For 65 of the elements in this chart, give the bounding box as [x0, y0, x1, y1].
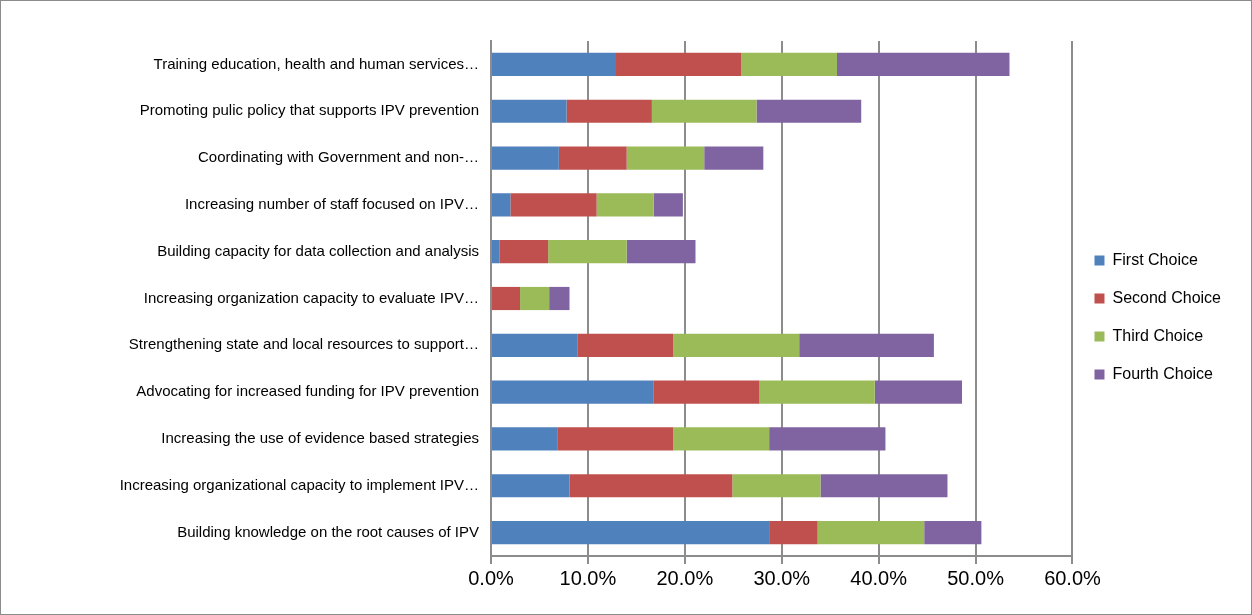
bar — [769, 521, 818, 545]
bar — [653, 380, 760, 404]
bar — [759, 380, 875, 404]
bar — [577, 333, 674, 357]
bar — [799, 333, 934, 357]
bar — [549, 286, 570, 311]
bar — [492, 333, 578, 357]
y-tick-label: Advocating for increased funding for IPV prevention — [136, 382, 479, 400]
y-tick-label: Increasing the use of evidence based strategies — [161, 429, 479, 447]
bar — [492, 474, 570, 498]
bar — [548, 240, 627, 264]
bar — [596, 193, 654, 217]
bar — [756, 99, 862, 123]
bar — [732, 474, 821, 498]
bar — [836, 52, 1010, 76]
bar — [499, 240, 549, 264]
x-tick-label: 20.0% — [656, 566, 714, 589]
bar — [492, 52, 617, 76]
legend-label: Fourth Choice — [1112, 364, 1214, 382]
legend-label: Second Choice — [1112, 288, 1222, 306]
y-tick-label: Training education, health and human services… — [153, 54, 479, 72]
bar — [510, 193, 597, 217]
bar — [741, 52, 837, 76]
legend-label: Third Choice — [1112, 326, 1204, 344]
bar — [492, 286, 521, 311]
bar — [651, 99, 757, 123]
y-tick-label: Building capacity for data collection and analysis — [157, 241, 479, 259]
bar — [558, 146, 627, 170]
bar — [626, 240, 696, 264]
y-tick-label: Increasing organizational capacity to implement IPV… — [119, 475, 479, 493]
bar — [492, 146, 559, 170]
y-tick-label: Promoting pulic policy that supports IPV prevention — [139, 101, 479, 119]
bar — [520, 286, 550, 311]
bar — [673, 333, 800, 357]
bar — [673, 427, 770, 451]
y-tick-label: Coordinating with Government and non-… — [198, 148, 479, 166]
bar — [557, 427, 674, 451]
bar — [616, 52, 742, 76]
bar — [492, 240, 500, 264]
bar — [566, 99, 652, 123]
bar — [492, 521, 770, 545]
bar — [820, 474, 948, 498]
x-tick-label: 60.0% — [1044, 566, 1102, 589]
bar — [569, 474, 733, 498]
bar — [874, 380, 962, 404]
bar — [492, 380, 654, 404]
y-tick-label: Increasing number of staff focused on IPV… — [184, 195, 479, 212]
y-tick-label: Building knowledge on the root causes of IPV — [177, 522, 479, 540]
y-tick-label: Increasing organization capacity to evaluate IPV… — [143, 288, 479, 306]
legend-label: First Choice — [1112, 250, 1198, 268]
x-tick-label: 10.0% — [559, 566, 617, 589]
bar — [704, 146, 764, 170]
bar — [924, 521, 982, 545]
x-tick-label: 30.0% — [753, 566, 811, 589]
bar — [492, 99, 567, 123]
bar — [492, 193, 511, 217]
bar — [626, 146, 705, 170]
y-tick-label: Strengthening state and local resources to support… — [128, 335, 479, 353]
bar — [492, 427, 558, 451]
bar — [653, 193, 683, 217]
bar — [769, 427, 886, 451]
bar — [817, 521, 925, 545]
x-tick-label: 40.0% — [850, 566, 908, 589]
x-tick-label: 50.0% — [947, 566, 1005, 589]
x-tick-label: 0.0% — [468, 566, 515, 589]
